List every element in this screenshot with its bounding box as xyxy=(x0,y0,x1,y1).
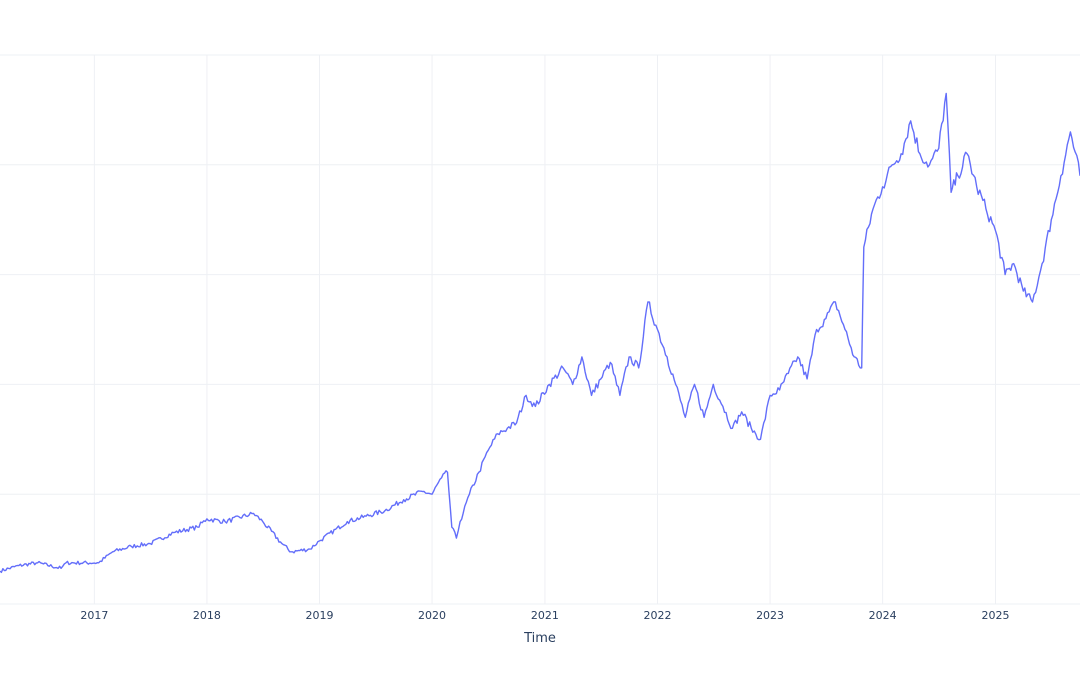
x-tick-label: 2021 xyxy=(531,609,559,622)
x-tick-label: 2025 xyxy=(981,609,1009,622)
x-tick-label: 2017 xyxy=(80,609,108,622)
series-line xyxy=(0,92,1080,574)
x-tick-label: 2023 xyxy=(756,609,784,622)
x-tick-label: 2019 xyxy=(305,609,333,622)
x-tick-label: 2018 xyxy=(193,609,221,622)
x-axis-title: Time xyxy=(523,631,556,646)
x-axis-ticks: 2017 2018 2019 2020 2021 2022 2023 2024 2025 xyxy=(80,609,1009,622)
x-tick-label: 2022 xyxy=(643,609,671,622)
x-tick-label: 2024 xyxy=(869,609,897,622)
gridlines xyxy=(0,54,1080,605)
x-tick-label: 2020 xyxy=(418,609,446,622)
